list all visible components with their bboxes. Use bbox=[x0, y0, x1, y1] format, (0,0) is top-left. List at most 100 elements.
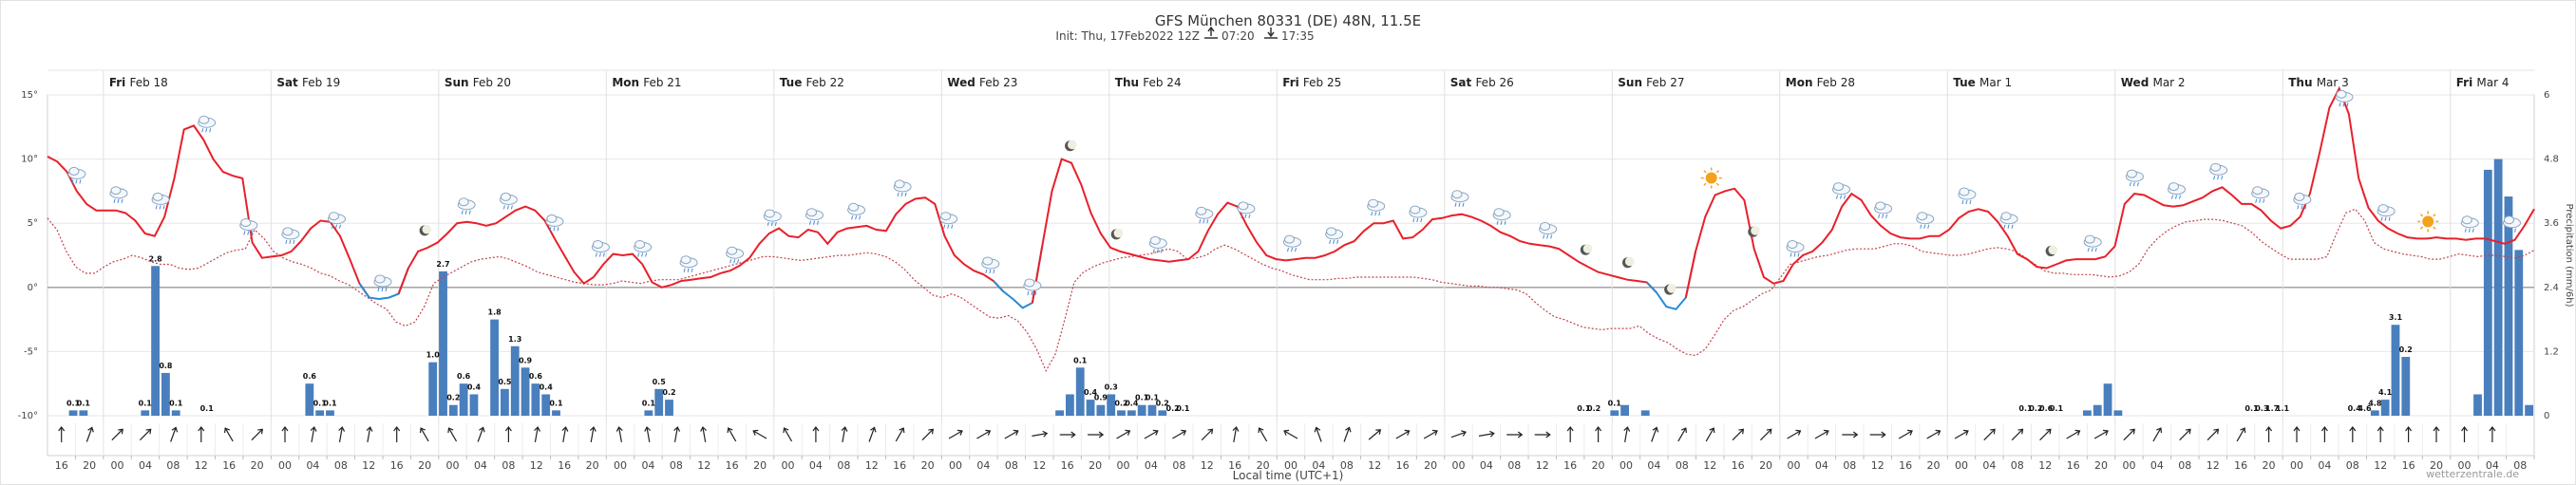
wind-shaft bbox=[2011, 428, 2023, 441]
day-label: Sun Feb 20 bbox=[445, 76, 511, 89]
rain-drop bbox=[1034, 290, 1037, 296]
wind-arrowhead bbox=[2433, 426, 2440, 432]
precip-value-label: 1.0 bbox=[426, 351, 441, 360]
wind-shaft bbox=[1395, 430, 1410, 439]
rain-drop bbox=[1371, 212, 1373, 216]
cloud-rain-icon bbox=[198, 115, 217, 133]
x-tick-label: 00 bbox=[614, 459, 627, 472]
wind-barb-icon bbox=[1059, 431, 1076, 438]
precip-bar bbox=[326, 410, 334, 416]
wind-barb-icon bbox=[1566, 426, 1574, 442]
wind-arrowhead bbox=[393, 426, 401, 432]
wind-shaft bbox=[921, 428, 934, 441]
cloud-puff bbox=[1024, 278, 1035, 288]
sun-disc bbox=[1705, 172, 1717, 184]
x-tick-label: 04 bbox=[641, 459, 654, 472]
x-tick-label: 04 bbox=[306, 459, 319, 472]
x-tick-label: 20 bbox=[2094, 459, 2108, 472]
sun-icon bbox=[1700, 167, 1722, 189]
wind-arrowhead bbox=[281, 426, 289, 432]
precip-value-label: 0.1 bbox=[642, 399, 656, 407]
rain-drop bbox=[2094, 247, 2097, 252]
cloud-rain-icon bbox=[847, 202, 866, 220]
sun-disc bbox=[2422, 215, 2434, 228]
wind-shaft bbox=[2123, 428, 2135, 441]
wind-shaft bbox=[1705, 427, 1714, 442]
wind-barb-icon bbox=[1787, 429, 1802, 439]
x-tick-label: 16 bbox=[558, 459, 571, 472]
x-tick-label: 08 bbox=[837, 459, 850, 472]
rain-drop bbox=[549, 227, 552, 232]
wind-arrowhead bbox=[727, 427, 733, 434]
rain-drop bbox=[201, 128, 204, 133]
wind-arrowhead bbox=[2213, 428, 2220, 435]
wind-arrowhead bbox=[589, 426, 597, 432]
rain-drop bbox=[770, 221, 773, 227]
rain-drop bbox=[683, 268, 686, 272]
rain-drop bbox=[1840, 195, 1842, 199]
cloud-puff bbox=[1833, 182, 1844, 192]
cloud-rain-icon bbox=[1283, 234, 1301, 252]
rain-drop bbox=[335, 224, 337, 229]
rain-drop bbox=[285, 239, 288, 245]
wind-arrowhead bbox=[1345, 426, 1352, 433]
wind-arrowhead bbox=[2489, 426, 2496, 432]
wind-barb-icon bbox=[752, 429, 767, 439]
wind-shaft bbox=[111, 428, 123, 441]
rain-drop bbox=[247, 231, 250, 235]
wind-barb-icon bbox=[1623, 426, 1631, 442]
rain-drop bbox=[774, 221, 777, 227]
wind-arrowhead bbox=[1823, 429, 1829, 436]
precip-bar bbox=[501, 388, 509, 416]
cloud-rain-icon bbox=[2335, 89, 2354, 107]
precip-bar bbox=[141, 410, 150, 416]
sun-ray bbox=[1715, 170, 1720, 174]
rain-drop bbox=[1920, 224, 1923, 229]
rain-drop bbox=[506, 205, 509, 210]
wind-shaft bbox=[477, 427, 484, 442]
wind-arrowhead bbox=[1652, 426, 1659, 433]
rain-drop bbox=[1836, 195, 1838, 199]
precip-value-label: 0.1 bbox=[2050, 404, 2064, 413]
precip-bar bbox=[1137, 404, 1146, 416]
rain-drop bbox=[113, 198, 116, 203]
x-tick-label: 12 bbox=[865, 459, 879, 472]
wind-shaft bbox=[1201, 428, 1213, 441]
cloud-puff bbox=[2336, 89, 2347, 99]
cloud-puff bbox=[1149, 235, 1161, 245]
wind-barb-icon bbox=[1926, 429, 1941, 439]
wind-shaft bbox=[895, 427, 904, 442]
rain-drop bbox=[1329, 239, 1332, 245]
rain-drop bbox=[1203, 219, 1205, 224]
x-tick-label: 08 bbox=[334, 459, 348, 472]
wind-arrowhead bbox=[366, 426, 373, 432]
temperature-lines bbox=[47, 85, 2535, 373]
wind-arrowhead bbox=[2102, 429, 2109, 436]
precip-value-label: 0.1 bbox=[139, 399, 153, 407]
wind-arrowhead bbox=[58, 426, 66, 432]
y-right-tick-label: 3.6 bbox=[2544, 218, 2559, 229]
precip-bar bbox=[510, 345, 520, 416]
wind-arrowhead bbox=[2074, 429, 2081, 436]
wind-arrowhead bbox=[1545, 431, 1551, 438]
precip-value-label: 0.8 bbox=[159, 362, 173, 370]
precip-bar bbox=[644, 410, 653, 416]
wind-barb-icon bbox=[644, 426, 652, 442]
rain-drop bbox=[2259, 198, 2262, 203]
wind-barb-icon bbox=[1144, 429, 1159, 439]
rain-drop bbox=[339, 224, 341, 229]
wind-barb-icon bbox=[921, 428, 934, 441]
rain-drop bbox=[1550, 234, 1553, 239]
cloud-puff bbox=[592, 240, 603, 249]
x-tick-label: 20 bbox=[921, 459, 935, 472]
precip-bar bbox=[521, 367, 530, 416]
wind-arrowhead bbox=[899, 427, 905, 434]
rain-drop bbox=[1462, 202, 1465, 207]
cloud-rain-icon bbox=[2460, 215, 2479, 233]
rain-drop bbox=[2510, 228, 2512, 233]
cloud-puff bbox=[2252, 186, 2263, 196]
rain-drop bbox=[289, 239, 292, 245]
precip-bar bbox=[1158, 410, 1167, 416]
wind-barb-icon bbox=[1898, 429, 1913, 439]
precip-bar bbox=[2113, 410, 2123, 416]
